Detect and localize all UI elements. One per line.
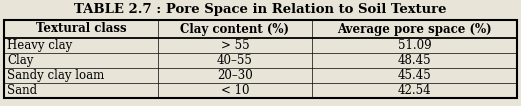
Text: Heavy clay: Heavy clay [7,39,72,52]
Text: Sand: Sand [7,84,37,97]
Text: Average pore space (%): Average pore space (%) [337,22,492,36]
Text: Clay: Clay [7,54,33,67]
Text: 40–55: 40–55 [217,54,253,67]
Text: > 55: > 55 [220,39,249,52]
Text: 45.45: 45.45 [398,69,431,82]
Text: Textural class: Textural class [35,22,126,36]
Bar [4,20,517,98]
Text: 20–30: 20–30 [217,69,253,82]
Text: TABLE 2.7 : Pore Space in Relation to Soil Texture: TABLE 2.7 : Pore Space in Relation to So… [75,3,446,16]
Text: 48.45: 48.45 [398,54,431,67]
Text: < 10: < 10 [220,84,249,97]
Text: 51.09: 51.09 [398,39,431,52]
Text: Sandy clay loam: Sandy clay loam [7,69,104,82]
Text: 42.54: 42.54 [398,84,431,97]
Text: Clay content (%): Clay content (%) [180,22,289,36]
